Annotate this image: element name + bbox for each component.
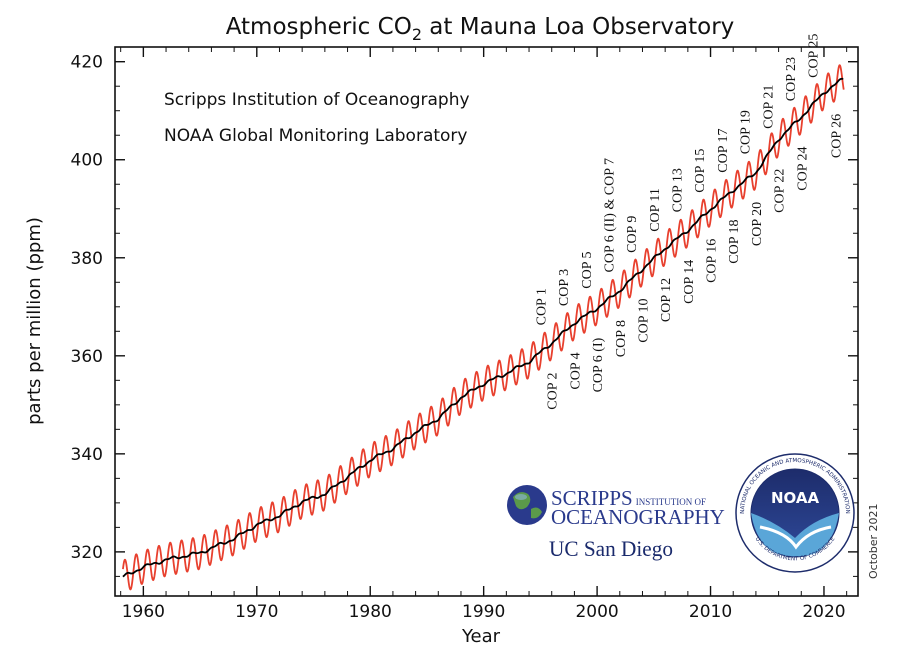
y-tick-label: 420 xyxy=(71,53,103,73)
y-axis-ticks: 320 340 360 380 400 420 xyxy=(71,53,858,577)
cop-label-below: COP 4 xyxy=(568,352,583,389)
cop-label-below: COP 16 xyxy=(705,239,720,283)
cop-label-above: COP 11 xyxy=(648,188,663,232)
y-tick-label: 320 xyxy=(71,543,103,563)
ucsd-wordmark: UC San Diego xyxy=(549,536,673,561)
x-tick-label: 2000 xyxy=(575,602,618,622)
noaa-wordmark: NOAA xyxy=(771,489,820,507)
x-tick-label: 1960 xyxy=(122,602,165,622)
cop-label-below: COP 8 xyxy=(614,320,629,357)
x-axis-ticks: 1960 1970 1980 1990 2000 2010 2020 xyxy=(120,47,848,622)
x-tick-label: 1990 xyxy=(462,602,505,622)
cop-label-below: COP 26 xyxy=(829,114,844,158)
y-tick-label: 380 xyxy=(71,249,103,269)
scripps-logo: SCRIPPS INSTITUTION OF OCEANOGRAPHY UC Sa… xyxy=(507,485,725,561)
x-axis-label: Year xyxy=(461,626,501,647)
x-tick-label: 2020 xyxy=(802,602,845,622)
cop-label-above: COP 17 xyxy=(716,128,731,172)
cop-label-below: COP 24 xyxy=(795,147,810,191)
cop-label-above: COP 21 xyxy=(761,85,776,129)
oceanography-wordmark: OCEANOGRAPHY xyxy=(551,505,725,529)
x-tick-label: 1980 xyxy=(349,602,392,622)
scripps-wordmark: SCRIPPS INSTITUTION OF xyxy=(551,486,706,510)
cop-label-above: COP 25 xyxy=(807,34,822,78)
cop-label-below: COP 18 xyxy=(727,220,742,264)
credit-noaa: NOAA Global Monitoring Laboratory xyxy=(164,126,468,146)
cop-label-above: COP 9 xyxy=(625,216,640,253)
cop-label-below: COP 22 xyxy=(773,169,788,213)
cop-label-below: COP 10 xyxy=(637,299,652,343)
cop-label-above: COP 6 (II) & COP 7 xyxy=(602,158,617,272)
noaa-logo: NOAA NATIONAL OCEANIC AND ATMOSPHERIC AD… xyxy=(735,453,855,573)
cop-label-below: COP 12 xyxy=(659,278,674,322)
cop-label-above: COP 5 xyxy=(580,251,595,288)
cop-label-above: COP 1 xyxy=(534,288,549,325)
x-tick-label: 1970 xyxy=(235,602,278,622)
cop-label-below: COP 2 xyxy=(546,373,561,410)
y-axis-label: parts per million (ppm) xyxy=(24,217,45,425)
globe-icon xyxy=(507,485,547,525)
cop-label-below: COP 14 xyxy=(682,260,697,304)
trend-line xyxy=(122,77,844,578)
cop-annotations: COP 1 COP 3 COP 5 COP 6 (II) & COP 7 COP 9 CO… xyxy=(534,34,844,410)
cop-label-above: COP 13 xyxy=(671,168,686,212)
cop-label-below: COP 6 (I) xyxy=(591,337,606,392)
credit-scripps: Scripps Institution of Oceanography xyxy=(164,90,470,110)
cop-label-above: COP 19 xyxy=(739,110,754,154)
plot-frame xyxy=(114,46,859,597)
cop-label-above: COP 23 xyxy=(784,57,799,101)
y-tick-label: 340 xyxy=(71,445,103,465)
cop-label-above: COP 3 xyxy=(557,269,572,306)
cop-label-above: COP 15 xyxy=(693,149,708,193)
x-tick-label: 2010 xyxy=(689,602,732,622)
seasonal-cycle-line xyxy=(122,64,845,591)
y-tick-label: 360 xyxy=(71,347,103,367)
cop-label-below: COP 20 xyxy=(750,202,765,246)
chart-title: Atmospheric CO2 at Mauna Loa Observatory xyxy=(226,14,735,44)
date-note: October 2021 xyxy=(867,503,880,579)
noaa-bird-icon xyxy=(751,513,839,557)
y-tick-label: 400 xyxy=(71,151,103,171)
